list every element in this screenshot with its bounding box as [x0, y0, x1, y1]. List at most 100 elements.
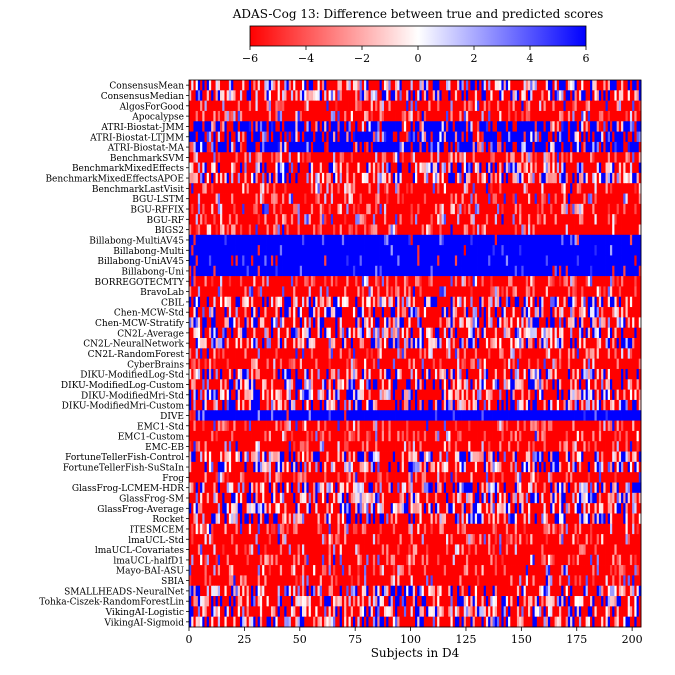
heatmap-cell	[386, 245, 389, 256]
heatmap-cell	[244, 234, 248, 246]
heatmap-cell	[195, 162, 199, 174]
heatmap-cell	[581, 214, 584, 225]
heatmap-cell	[525, 296, 529, 308]
heatmap-cell	[494, 152, 498, 163]
heatmap-cell	[348, 286, 352, 298]
heatmap-cell	[315, 214, 318, 225]
heatmap-cell	[206, 255, 210, 267]
heatmap-cell	[399, 183, 403, 194]
heatmap-cell	[534, 121, 538, 132]
heatmap-cell	[364, 276, 367, 287]
heatmap-cell	[277, 100, 281, 112]
heatmap-cell	[510, 152, 513, 163]
heatmap-cell	[357, 286, 361, 298]
heatmap-cell	[266, 183, 270, 194]
heatmap-cell	[357, 234, 361, 246]
heatmap-cell	[372, 183, 376, 194]
heatmap-cell	[547, 214, 551, 225]
heatmap-cell	[355, 276, 358, 287]
heatmap-cell	[228, 214, 232, 225]
heatmap-cell	[581, 265, 584, 277]
heatmap-cell	[578, 100, 582, 112]
heatmap-cell	[468, 214, 471, 225]
heatmap-cell	[614, 100, 618, 112]
heatmap-cell	[392, 152, 396, 163]
heatmap-cell	[392, 276, 396, 287]
heatmap-cell	[528, 152, 531, 163]
heatmap-cell	[481, 100, 485, 112]
heatmap-cell	[410, 183, 414, 194]
heatmap-cell	[352, 286, 356, 298]
heatmap-cell	[625, 131, 629, 143]
heatmap-cell	[612, 152, 615, 163]
heatmap-cell	[477, 234, 480, 246]
heatmap-cell	[499, 80, 502, 91]
heatmap-cell	[448, 131, 451, 143]
heatmap-cell	[401, 276, 405, 287]
heatmap-cell	[587, 90, 591, 102]
heatmap-cell	[248, 90, 252, 102]
heatmap-cell	[244, 317, 248, 329]
heatmap-cell	[638, 141, 642, 153]
heatmap-cell	[215, 224, 219, 236]
heatmap-cell	[472, 276, 476, 287]
heatmap-cell	[397, 193, 400, 205]
heatmap-cell	[587, 183, 591, 194]
heatmap-cell	[326, 90, 329, 102]
heatmap-cell	[625, 90, 629, 102]
heatmap-cell	[379, 141, 383, 153]
heatmap-cell	[534, 100, 538, 112]
heatmap-cell	[554, 131, 558, 143]
heatmap-cell	[488, 203, 491, 215]
heatmap-cell	[525, 224, 529, 236]
heatmap-cell	[607, 162, 611, 174]
heatmap-cell	[368, 307, 372, 318]
heatmap-cell	[217, 307, 221, 318]
heatmap-cell	[541, 110, 544, 122]
heatmap-cell	[485, 152, 489, 163]
heatmap-cell	[499, 265, 502, 277]
heatmap-cell	[282, 276, 285, 287]
heatmap-cell	[530, 234, 533, 246]
heatmap-cell	[321, 90, 325, 102]
heatmap-cell	[547, 255, 551, 267]
heatmap-cell	[601, 121, 604, 132]
heatmap-cell	[333, 131, 336, 143]
heatmap-cell	[448, 265, 451, 277]
heatmap-cell	[406, 193, 409, 205]
heatmap-cell	[636, 152, 640, 163]
heatmap-cell	[302, 141, 305, 153]
heatmap-cell	[554, 80, 558, 91]
heatmap-cell	[242, 141, 245, 153]
heatmap-cell	[410, 110, 414, 122]
heatmap-cell	[246, 245, 250, 256]
heatmap-cell	[567, 90, 571, 102]
heatmap-cell	[286, 276, 290, 287]
heatmap-cell	[235, 286, 239, 298]
heatmap-cell	[270, 162, 274, 174]
heatmap-cell	[457, 152, 460, 163]
heatmap-cell	[532, 234, 536, 246]
heatmap-cell	[333, 183, 336, 194]
heatmap-cell	[406, 183, 409, 194]
heatmap-cell	[397, 224, 400, 236]
heatmap-cell	[550, 203, 553, 215]
heatmap-cell	[306, 162, 310, 174]
heatmap-cell	[426, 296, 429, 308]
heatmap-cell	[559, 255, 562, 267]
heatmap-cell	[242, 80, 245, 91]
heatmap-cell	[228, 100, 232, 112]
heatmap-cell	[545, 162, 549, 174]
heatmap-cell	[231, 100, 234, 112]
heatmap-cell	[235, 245, 239, 256]
heatmap-cell	[264, 307, 267, 318]
heatmap-cell	[550, 100, 553, 112]
heatmap-cell	[567, 245, 571, 256]
heatmap-cell	[204, 100, 208, 112]
heatmap-cell	[403, 276, 407, 287]
heatmap-cell	[563, 80, 567, 91]
heatmap-cell	[383, 152, 387, 163]
heatmap-cell	[483, 162, 487, 174]
heatmap-cell	[191, 317, 194, 329]
heatmap-cell	[226, 307, 230, 318]
